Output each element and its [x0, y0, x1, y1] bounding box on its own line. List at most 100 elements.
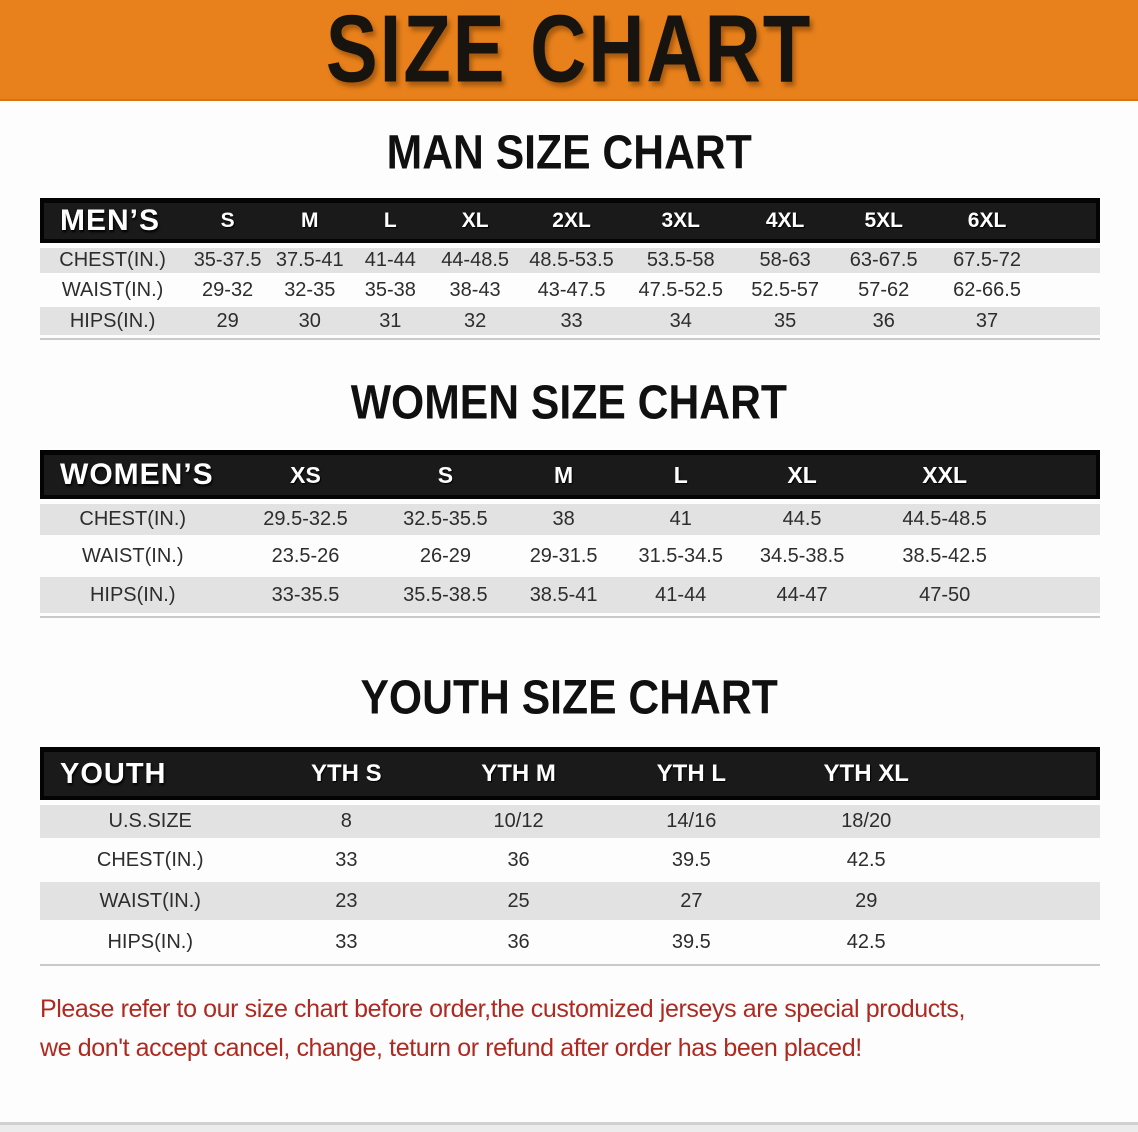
youth-row-chest-in: CHEST(IN.) 33 36 39.5 42.5 [40, 841, 1100, 882]
size-value-cell: 39.5 [604, 841, 778, 882]
men-column-header-6: 4XL [737, 198, 833, 243]
size-value-cell: 38.5-41 [505, 577, 622, 616]
size-value-cell: 14/16 [604, 800, 778, 841]
women-section-heading: WOMEN SIZE CHART [0, 375, 1138, 430]
size-value-cell: 32 [431, 307, 520, 338]
women-section-heading-text: WOMEN SIZE CHART [350, 375, 788, 430]
youth-column-header-1: YTH M [432, 747, 605, 800]
size-value-cell: 39.5 [604, 923, 778, 964]
size-value-cell: 33 [260, 923, 433, 964]
size-value-cell: 34.5-38.5 [739, 538, 865, 577]
youth-section-heading-text: YOUTH SIZE CHART [360, 670, 778, 725]
youth-table: YOUTH YTH S YTH M YTH L YTH XL U.S.SIZE 8 10/12… [40, 747, 1100, 964]
size-value-cell: 30 [270, 307, 350, 338]
size-value-cell: 35-38 [349, 276, 432, 307]
row-spacer-cell [1024, 577, 1100, 616]
women-size-table: WOMEN’S XS S M L XL XXL CHEST(IN.) 29.5-32.5 32.5… [40, 450, 1100, 618]
row-spacer-cell [954, 841, 1100, 882]
women-row-hips-in: HIPS(IN.) 33-35.5 35.5-38.5 38.5-41 41-44 44-… [40, 577, 1100, 616]
size-value-cell: 36 [432, 841, 605, 882]
size-value-cell: 36 [832, 307, 935, 338]
size-value-cell: 32.5-35.5 [385, 499, 506, 538]
men-row-hips-in: HIPS(IN.) 29 30 31 32 33 34 35 36 37 [40, 307, 1100, 338]
youth-row-waist-in: WAIST(IN.) 23 25 27 29 [40, 882, 1100, 923]
size-value-cell: 53.5-58 [624, 243, 738, 276]
row-label: CHEST(IN.) [40, 499, 226, 538]
women-column-header-1: S [385, 450, 506, 499]
youth-table-label: YOUTH [40, 747, 261, 800]
size-value-cell: 52.5-57 [737, 276, 833, 307]
row-spacer-cell [1024, 538, 1100, 577]
size-value-cell: 31.5-34.5 [621, 538, 740, 577]
size-value-cell: 23 [260, 882, 433, 923]
size-value-cell: 44-47 [739, 577, 865, 616]
size-value-cell: 29-32 [185, 276, 271, 307]
size-value-cell: 44.5 [739, 499, 865, 538]
size-value-cell: 29.5-32.5 [225, 499, 386, 538]
size-value-cell: 38 [505, 499, 622, 538]
size-value-cell: 42.5 [777, 923, 955, 964]
size-value-cell: 41-44 [621, 577, 740, 616]
size-value-cell: 35-37.5 [185, 243, 271, 276]
men-column-header-5: 3XL [624, 198, 738, 243]
size-value-cell: 41 [621, 499, 740, 538]
order-policy-note: Please refer to our size chart before or… [40, 990, 1118, 1068]
size-value-cell: 23.5-26 [225, 538, 386, 577]
row-label: HIPS(IN.) [40, 923, 261, 964]
size-value-cell: 33-35.5 [225, 577, 386, 616]
size-value-cell: 18/20 [777, 800, 955, 841]
banner: SIZE CHART [0, 0, 1138, 101]
size-value-cell: 47-50 [864, 577, 1025, 616]
row-label: WAIST(IN.) [40, 882, 261, 923]
order-policy-note-line1: Please refer to our size chart before or… [40, 995, 965, 1023]
size-value-cell: 44-48.5 [431, 243, 520, 276]
size-value-cell: 29 [777, 882, 955, 923]
size-value-cell: 47.5-52.5 [624, 276, 738, 307]
size-value-cell: 63-67.5 [832, 243, 935, 276]
size-value-cell: 48.5-53.5 [519, 243, 625, 276]
size-value-cell: 33 [519, 307, 625, 338]
header-spacer-cell [1039, 198, 1100, 243]
size-value-cell: 58-63 [737, 243, 833, 276]
size-value-cell: 29-31.5 [505, 538, 622, 577]
row-spacer-cell [1039, 307, 1100, 338]
women-row-chest-in: CHEST(IN.) 29.5-32.5 32.5-35.5 38 41 44.5 44.5… [40, 499, 1100, 538]
youth-header-row: YOUTH YTH S YTH M YTH L YTH XL [40, 747, 1100, 800]
row-label: U.S.SIZE [40, 800, 261, 841]
youth-row-u-s-size: U.S.SIZE 8 10/12 14/16 18/20 [40, 800, 1100, 841]
row-spacer-cell [954, 800, 1100, 841]
size-value-cell: 33 [260, 841, 433, 882]
size-value-cell: 26-29 [385, 538, 506, 577]
size-value-cell: 57-62 [832, 276, 935, 307]
size-value-cell: 35.5-38.5 [385, 577, 506, 616]
size-value-cell: 42.5 [777, 841, 955, 882]
size-value-cell: 38-43 [431, 276, 520, 307]
row-label: WAIST(IN.) [40, 538, 226, 577]
row-spacer-cell [954, 882, 1100, 923]
header-spacer-cell [1024, 450, 1100, 499]
size-value-cell: 35 [737, 307, 833, 338]
row-label: CHEST(IN.) [40, 841, 261, 882]
men-column-header-1: M [270, 198, 350, 243]
youth-size-table: YOUTH YTH S YTH M YTH L YTH XL U.S.SIZE 8 10/12… [40, 747, 1100, 966]
women-column-header-5: XXL [864, 450, 1025, 499]
men-column-header-8: 6XL [934, 198, 1040, 243]
men-column-header-0: S [185, 198, 271, 243]
youth-column-header-2: YTH L [604, 747, 778, 800]
youth-row-hips-in: HIPS(IN.) 33 36 39.5 42.5 [40, 923, 1100, 964]
size-value-cell: 32-35 [270, 276, 350, 307]
row-label: CHEST(IN.) [40, 243, 186, 276]
size-value-cell: 8 [260, 800, 433, 841]
women-column-header-3: L [621, 450, 740, 499]
women-row-waist-in: WAIST(IN.) 23.5-26 26-29 29-31.5 31.5-34.5 34… [40, 538, 1100, 577]
women-column-header-4: XL [739, 450, 865, 499]
size-value-cell: 29 [185, 307, 271, 338]
row-label: HIPS(IN.) [40, 307, 186, 338]
banner-title: SIZE CHART [325, 0, 813, 102]
row-spacer-cell [954, 923, 1100, 964]
men-section-heading: MAN SIZE CHART [0, 127, 1138, 178]
women-header-row: WOMEN’S XS S M L XL XXL [40, 450, 1100, 499]
men-row-chest-in: CHEST(IN.) 35-37.5 37.5-41 41-44 44-48.5 48.5… [40, 243, 1100, 276]
row-label: WAIST(IN.) [40, 276, 186, 307]
